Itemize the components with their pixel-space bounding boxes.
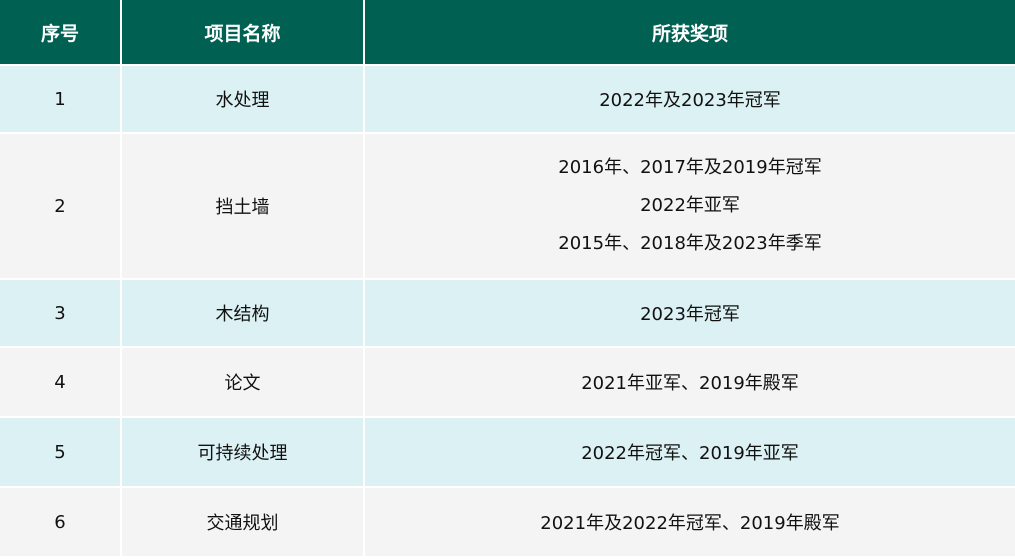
cell-number: 6 [0,488,120,556]
cell-number: 5 [0,418,120,486]
header-number: 序号 [0,0,120,64]
header-awards: 所获奖项 [365,0,1015,64]
cell-awards: 2023年冠军 [365,280,1015,346]
table-row: 2 挡土墙 2016年、2017年及2019年冠军 2022年亚军 2015年、… [0,134,1015,278]
table-row: 5 可持续处理 2022年冠军、2019年亚军 [0,418,1015,486]
cell-awards: 2021年亚军、2019年殿军 [365,348,1015,416]
cell-awards: 2022年冠军、2019年亚军 [365,418,1015,486]
cell-awards: 2022年及2023年冠军 [365,66,1015,132]
cell-project: 挡土墙 [122,134,363,278]
table-row: 4 论文 2021年亚军、2019年殿军 [0,348,1015,416]
award-line: 2015年、2018年及2023年季军 [558,233,822,254]
header-project: 项目名称 [122,0,363,64]
table-row: 3 木结构 2023年冠军 [0,280,1015,346]
cell-project: 可持续处理 [122,418,363,486]
cell-project: 水处理 [122,66,363,132]
award-line: 2016年、2017年及2019年冠军 [558,157,822,178]
cell-number: 4 [0,348,120,416]
cell-project: 木结构 [122,280,363,346]
cell-awards: 2016年、2017年及2019年冠军 2022年亚军 2015年、2018年及… [365,134,1015,278]
cell-project: 论文 [122,348,363,416]
table-row: 6 交通规划 2021年及2022年冠军、2019年殿军 [0,488,1015,556]
cell-number: 1 [0,66,120,132]
table-row: 1 水处理 2022年及2023年冠军 [0,66,1015,132]
cell-awards: 2021年及2022年冠军、2019年殿军 [365,488,1015,556]
cell-number: 2 [0,134,120,278]
award-line: 2022年亚军 [640,195,740,216]
cell-project: 交通规划 [122,488,363,556]
cell-number: 3 [0,280,120,346]
header-row: 序号 项目名称 所获奖项 [0,0,1015,64]
